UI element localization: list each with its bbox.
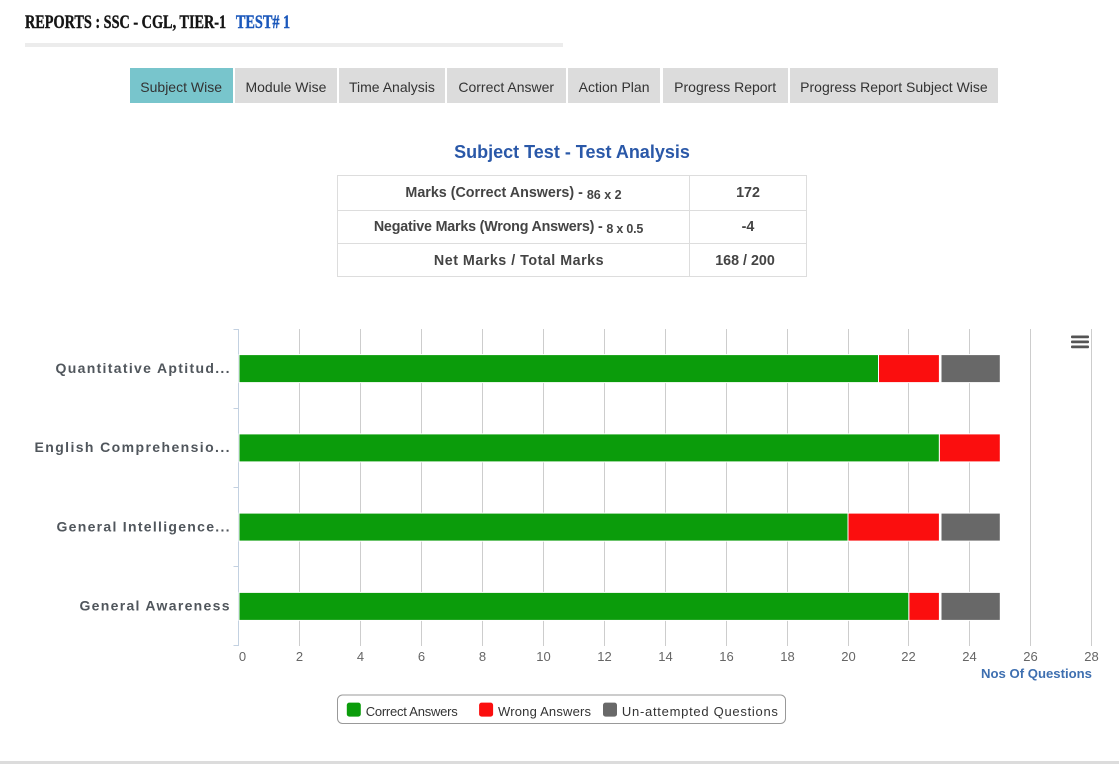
svg-text:22: 22: [901, 649, 915, 664]
svg-text:General Awareness: General Awareness: [80, 598, 230, 614]
svg-text:16: 16: [719, 649, 733, 664]
svg-text:Quantitative Aptitud...: Quantitative Aptitud...: [56, 360, 230, 376]
svg-text:28: 28: [1084, 649, 1098, 664]
svg-text:14: 14: [658, 649, 672, 664]
svg-text:12: 12: [597, 649, 611, 664]
svg-text:General Intelligence...: General Intelligence...: [57, 518, 230, 534]
svg-text:8: 8: [479, 649, 486, 664]
svg-text:English Comprehensio...: English Comprehensio...: [35, 439, 230, 455]
svg-text:18: 18: [780, 649, 794, 664]
svg-text:6: 6: [418, 649, 425, 664]
svg-text:2: 2: [296, 649, 303, 664]
svg-text:20: 20: [841, 649, 855, 664]
svg-text:0: 0: [239, 649, 246, 664]
svg-text:Correct Answers: Correct Answers: [366, 704, 459, 719]
svg-text:4: 4: [357, 649, 364, 664]
svg-text:Nos Of Questions: Nos Of Questions: [981, 666, 1092, 681]
svg-text:Un-attempted Questions: Un-attempted Questions: [622, 704, 779, 719]
svg-text:Wrong Answers: Wrong Answers: [498, 704, 592, 719]
svg-text:24: 24: [962, 649, 976, 664]
svg-text:26: 26: [1023, 649, 1037, 664]
svg-text:10: 10: [536, 649, 550, 664]
